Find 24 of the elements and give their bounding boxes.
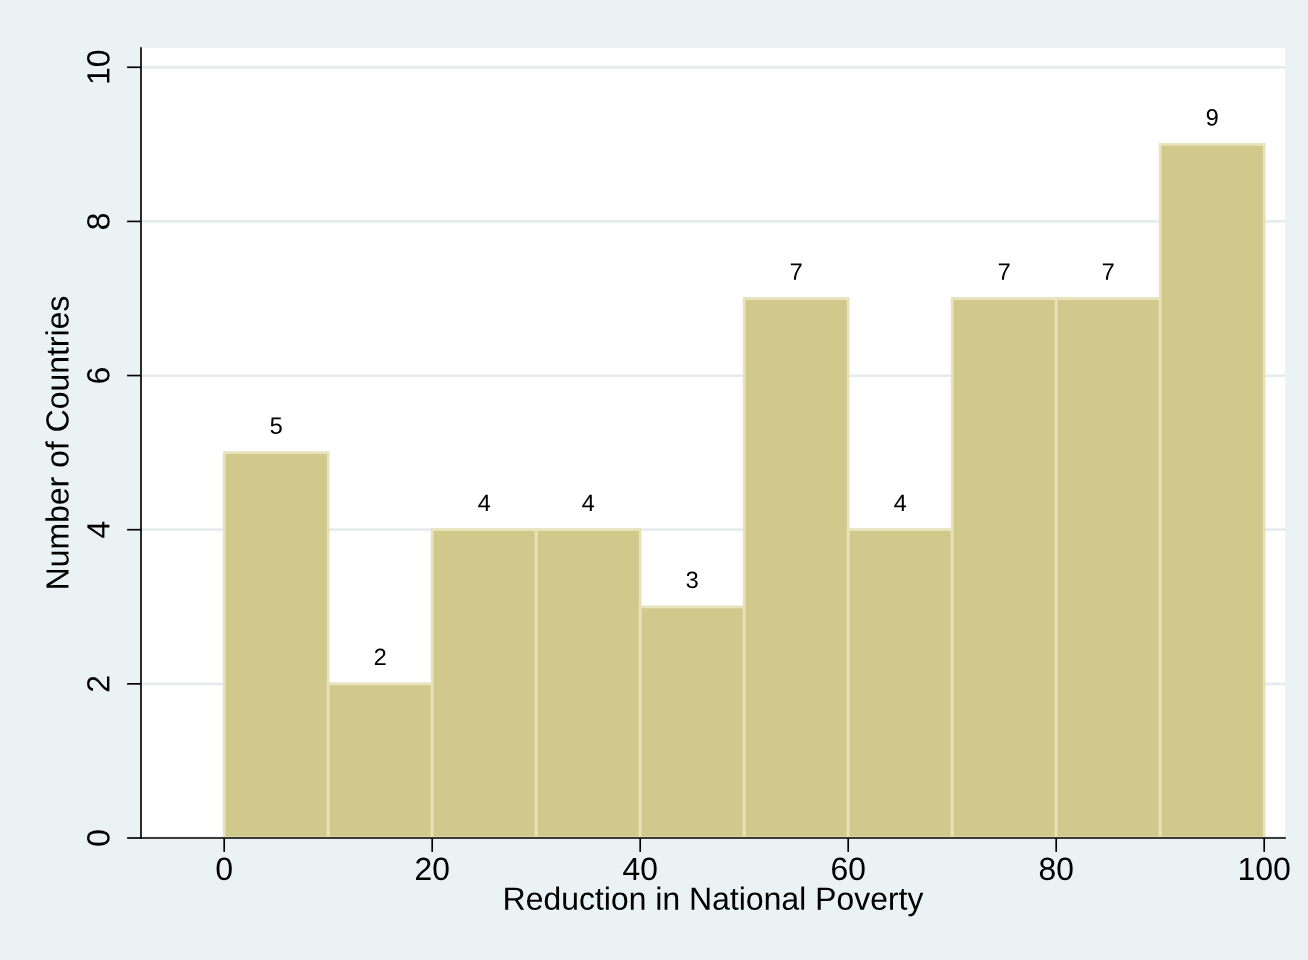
x-tick-label: 40 (623, 857, 657, 881)
data-label: 9 (1206, 109, 1218, 126)
y-tick-label: 10 (87, 50, 110, 83)
x-tick-label: 0 (216, 857, 232, 881)
x-tick-label: 100 (1239, 857, 1290, 881)
data-label: 7 (1102, 263, 1114, 280)
data-label: 2 (374, 648, 386, 666)
y-tick-label: 4 (87, 521, 110, 538)
x-tick-label: 20 (416, 857, 449, 881)
x-axis-title: Reduction in National Poverty (505, 886, 924, 917)
y-tick-label: 8 (87, 213, 110, 229)
y-axis-title: Number of Countries (45, 296, 69, 588)
data-label: 3 (686, 571, 698, 589)
x-tick-label: 60 (832, 857, 865, 881)
data-label: 5 (270, 417, 282, 435)
y-tick-label: 2 (87, 676, 110, 692)
data-label: 4 (894, 494, 907, 511)
data-label: 7 (790, 263, 802, 280)
y-tick-label: 6 (87, 368, 110, 383)
data-label: 7 (998, 263, 1010, 280)
x-tick-label: 80 (1039, 857, 1073, 881)
data-label: 4 (582, 494, 595, 511)
y-tick-label: 0 (87, 830, 110, 846)
data-label: 4 (478, 494, 491, 511)
